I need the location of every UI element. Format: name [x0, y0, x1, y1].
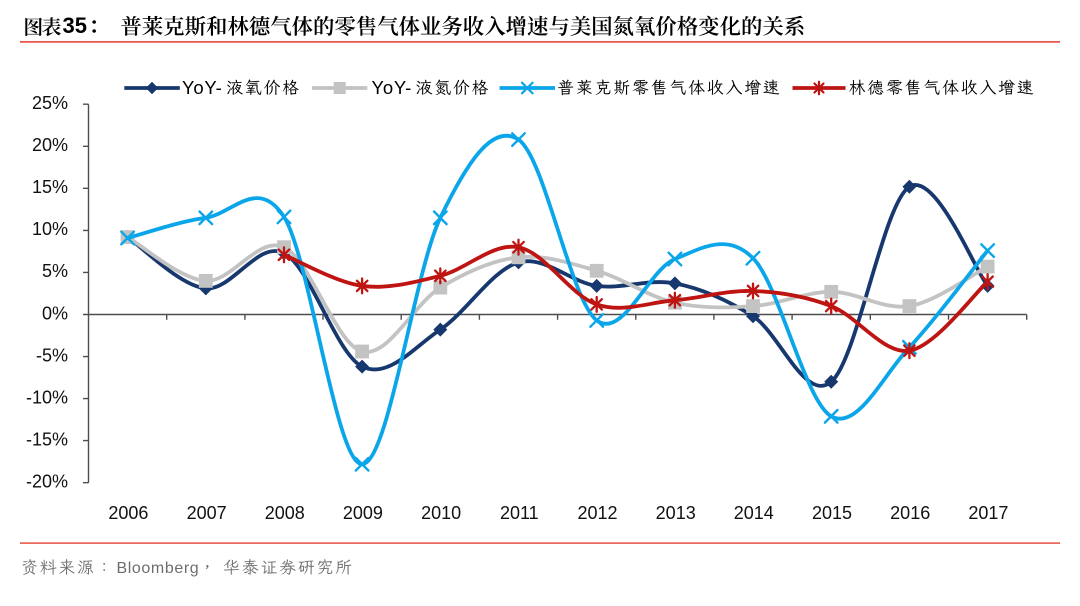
svg-text:2013: 2013 — [656, 503, 696, 523]
svg-text:2016: 2016 — [890, 503, 930, 523]
svg-text:20%: 20% — [32, 135, 68, 155]
svg-text:2017: 2017 — [968, 503, 1008, 523]
svg-text:35: 35 — [63, 13, 87, 38]
svg-text:-5%: -5% — [36, 345, 68, 365]
svg-text:0%: 0% — [42, 303, 68, 323]
svg-text:10%: 10% — [32, 219, 68, 239]
svg-text:2006: 2006 — [108, 503, 148, 523]
svg-text:Bloomberg: Bloomberg — [117, 560, 200, 577]
svg-text:-10%: -10% — [26, 387, 68, 407]
svg-text:2008: 2008 — [265, 503, 305, 523]
svg-text:YoY-: YoY- — [182, 77, 223, 98]
svg-text:2015: 2015 — [812, 503, 852, 523]
svg-text:-15%: -15% — [26, 429, 68, 449]
svg-text:2014: 2014 — [734, 503, 774, 523]
svg-text:2010: 2010 — [421, 503, 461, 523]
svg-text:YoY-: YoY- — [372, 77, 413, 98]
svg-text:2011: 2011 — [500, 503, 539, 523]
svg-text:-20%: -20% — [26, 472, 68, 492]
svg-text:15%: 15% — [32, 177, 68, 197]
svg-text:5%: 5% — [42, 261, 68, 281]
svg-text:25%: 25% — [32, 93, 68, 113]
svg-text:2007: 2007 — [187, 503, 227, 523]
svg-text:2009: 2009 — [343, 503, 383, 523]
svg-text:2012: 2012 — [577, 503, 617, 523]
